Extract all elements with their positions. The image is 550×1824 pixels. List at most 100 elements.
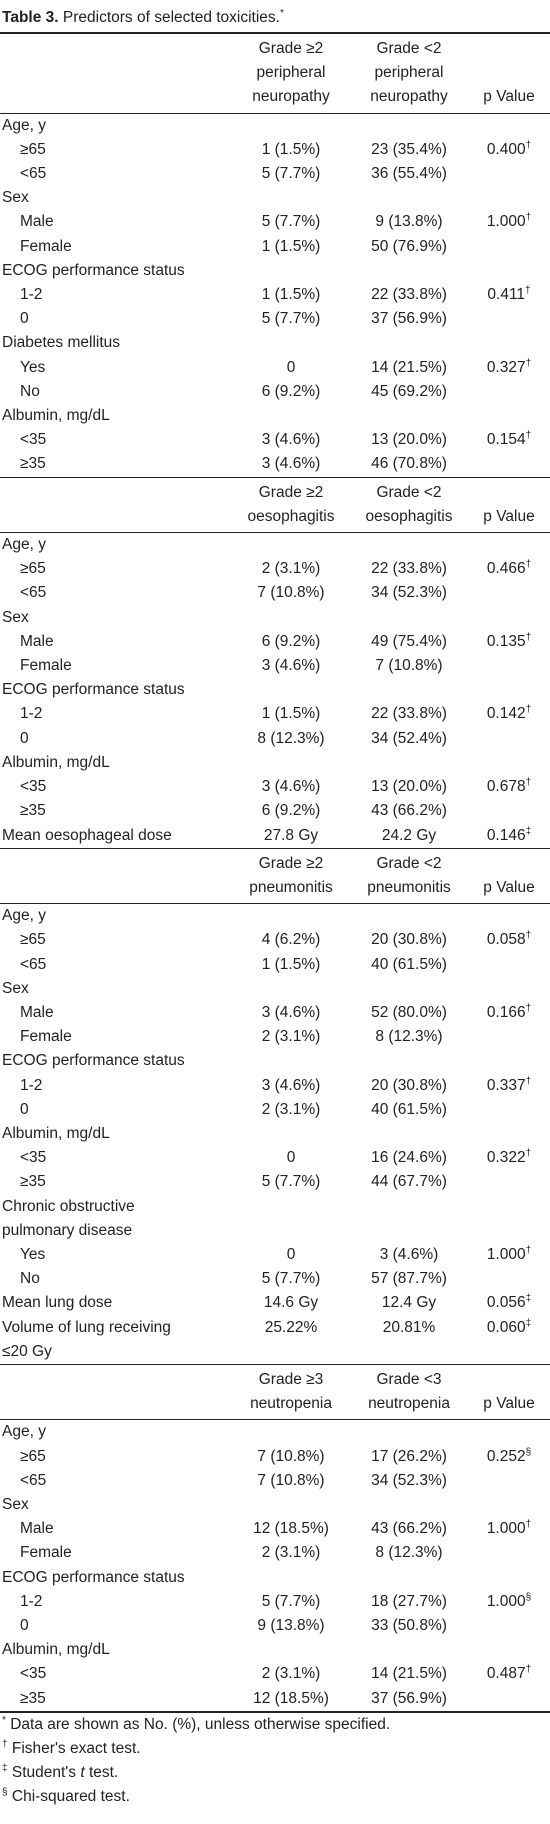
footnote: § Chi-squared test. <box>0 1785 550 1809</box>
group-row: Diabetes mellitus <box>0 331 550 355</box>
cell: 2 (3.1%) <box>232 1541 350 1565</box>
p-note: † <box>525 1075 532 1087</box>
row-label: ≥35 <box>20 455 46 473</box>
p-value: 1.000 <box>486 1520 526 1538</box>
cell: 49 (75.4%) <box>350 630 468 654</box>
row-label: 0 <box>20 1617 29 1634</box>
value: 40 (61.5%) <box>371 955 447 973</box>
cell: 1.000§ <box>468 1590 550 1614</box>
row-label: ≥35 <box>20 802 46 820</box>
row-label: Age, y <box>0 1419 550 1445</box>
value: 23 (35.4%) <box>371 140 447 158</box>
data-row: Female 2 (3.1%) 8 (12.3%) <box>0 1025 550 1049</box>
p-note: † <box>525 776 532 788</box>
cell: 45 (69.2%) <box>350 380 468 404</box>
cell: 0.142† <box>468 702 550 726</box>
cell <box>0 33 232 113</box>
value: 45 (69.2%) <box>371 382 447 400</box>
cell <box>468 1614 550 1638</box>
header-line: Grade <2 <box>376 483 442 501</box>
cell: 0.322† <box>468 1146 550 1170</box>
value: 52 (80.0%) <box>371 1003 447 1021</box>
cell: 4 (6.2%) <box>232 928 350 952</box>
cell: 0.146‡ <box>468 824 550 849</box>
cell: 3 (4.6%) <box>350 1243 468 1267</box>
cell: 1.000† <box>468 1243 550 1267</box>
value: 7 (10.8%) <box>257 1447 325 1465</box>
value: 3 (4.6%) <box>261 455 321 473</box>
cell: 0.056‡ <box>468 1291 550 1315</box>
value: 5 (7.7%) <box>261 1173 321 1191</box>
header-line: p Value <box>483 878 535 896</box>
data-row: <65 7 (10.8%) 34 (52.3%) <box>0 581 550 605</box>
cell: 2 (3.1%) <box>232 557 350 581</box>
header-line: peripheral <box>256 64 326 82</box>
cell: 2 (3.1%) <box>232 1025 350 1049</box>
value: 3 (4.6%) <box>261 1003 321 1021</box>
value: 17 (26.2%) <box>371 1447 447 1465</box>
value: 22 (33.8%) <box>371 286 447 304</box>
value: 25.22% <box>264 1318 318 1336</box>
value: 34 (52.4%) <box>371 729 447 747</box>
value: 7 (10.8%) <box>257 584 325 602</box>
p-note: ‡ <box>525 825 532 837</box>
label-line: Diabetes mellitus <box>2 334 121 352</box>
cell <box>468 1025 550 1049</box>
p-value: 1.000 <box>486 1592 526 1610</box>
value: 3 (4.6%) <box>261 1076 321 1094</box>
value: 0 <box>286 1245 296 1263</box>
p-note: † <box>525 284 531 296</box>
cell: 0.678† <box>468 775 550 799</box>
p-note: † <box>525 430 532 442</box>
cell: 46 (70.8%) <box>350 452 468 477</box>
cell: 50 (76.9%) <box>350 235 468 259</box>
cell: 0.135† <box>468 630 550 654</box>
value: 6 (9.2%) <box>261 382 321 400</box>
cell: 40 (61.5%) <box>350 953 468 977</box>
row-label: Sex <box>0 977 550 1001</box>
cell: 0.060‡ <box>468 1316 550 1365</box>
header-line: oesophagitis <box>247 507 335 525</box>
p-value: 0.060 <box>486 1318 526 1336</box>
data-row: ≥65 7 (10.8%) 17 (26.2%) 0.252§ <box>0 1445 550 1469</box>
row-label: 1-2 <box>20 1592 43 1610</box>
label-line: Mean oesophageal dose <box>2 826 172 844</box>
header-line: neuropathy <box>370 88 448 106</box>
value: 34 (52.3%) <box>371 1471 447 1489</box>
header-line: oesophagitis <box>365 507 453 525</box>
value: 4 (6.2%) <box>261 931 321 949</box>
data-row: Female 1 (1.5%) 50 (76.9%) <box>0 235 550 259</box>
p-note: ‡ <box>525 1293 532 1305</box>
data-row: 1-2 1 (1.5%) 22 (33.8%) 0.411† <box>0 283 550 307</box>
row-label: Albumin, mg/dL <box>0 1638 550 1662</box>
cell: 12 (18.5%) <box>232 1687 350 1712</box>
value: 37 (56.9%) <box>371 1689 447 1707</box>
p-value: 0.058 <box>486 931 526 949</box>
cell <box>468 1687 550 1712</box>
label-line: Age, y <box>2 1423 46 1441</box>
data-row: <35 3 (4.6%) 13 (20.0%) 0.154† <box>0 428 550 452</box>
group-row: Age, y <box>0 532 550 558</box>
value: 7 (10.8%) <box>257 1471 325 1489</box>
cell <box>468 307 550 331</box>
value: 13 (20.0%) <box>371 431 447 449</box>
group-row: Mean lung dose 14.6 Gy 12.4 Gy 0.056‡ <box>0 1291 550 1315</box>
row-label: Albumin, mg/dL <box>0 1122 550 1146</box>
cell: 18 (27.7%) <box>350 1590 468 1614</box>
cell <box>468 1170 550 1194</box>
row-label: Chronic obstructive pulmonary disease <box>0 1195 232 1243</box>
value: 3 (4.6%) <box>261 778 321 796</box>
row-label: ≥65 <box>20 560 46 578</box>
cell: 9 (13.8%) <box>232 1614 350 1638</box>
footnote-mark: ‡ <box>2 1763 8 1775</box>
row-label: Age, y <box>0 532 550 558</box>
value: 20.81% <box>382 1318 436 1336</box>
value: 2 (3.1%) <box>261 1665 321 1683</box>
data-row: ≥65 2 (3.1%) 22 (33.8%) 0.466† <box>0 557 550 581</box>
header-line: Grade <3 <box>376 1370 442 1388</box>
row-label: Diabetes mellitus <box>0 331 550 355</box>
header-row: Grade ≥2 oesophagitis Grade <2 oesophagitis… <box>0 476 550 533</box>
p-note: † <box>525 1244 532 1256</box>
header-line: pneumonitis <box>249 878 333 896</box>
